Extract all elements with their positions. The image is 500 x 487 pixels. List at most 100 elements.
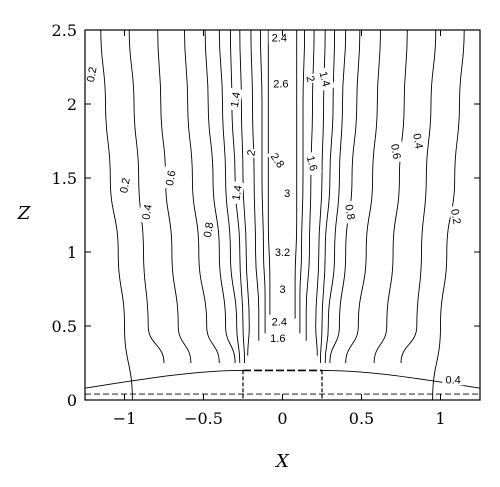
contour-label-text: 1.4 — [229, 91, 243, 108]
y-tick-label: 2.5 — [52, 21, 77, 40]
contour-label-text: 2 — [303, 75, 316, 84]
contour-label: 1.6 — [303, 151, 323, 176]
contour-line-0.2-right — [432, 29, 465, 401]
contour-line-1.4-right — [319, 29, 336, 364]
y-tick-label: 2 — [67, 95, 77, 114]
contour-line-0.2-left — [100, 29, 133, 401]
contour-line-2.4-left — [259, 29, 266, 334]
contour-line-2-right — [305, 29, 315, 341]
contour-label-text: 2 — [245, 149, 258, 157]
x-tick-label: −0.5 — [184, 409, 223, 428]
contour-label: 3 — [282, 185, 292, 200]
contour-label-text: 1.4 — [230, 184, 244, 201]
contour-label-bg — [137, 200, 155, 224]
y-axis-title: Z — [17, 203, 31, 224]
contour-label-bg — [115, 173, 133, 198]
contour-line-1.6-right — [315, 29, 326, 356]
contour-label: 0.2 — [448, 204, 466, 229]
contour-label: 0.8 — [342, 200, 360, 224]
contour-label-text: 0.6 — [388, 143, 402, 160]
contour-label-bg — [271, 245, 294, 258]
contour-label: 1.4 — [316, 66, 335, 91]
contour-label: 0.2 — [82, 62, 100, 87]
contour-label-text: 2.4 — [272, 317, 287, 329]
contour-label-bg — [226, 87, 243, 112]
contour-label-bg — [243, 147, 258, 159]
contour-line-0.4-right — [400, 29, 437, 364]
contour-label-bg — [270, 76, 292, 90]
y-tick-label: 1.5 — [52, 169, 77, 188]
contour-label-bg — [448, 204, 466, 229]
contour-label-bg — [304, 72, 319, 85]
contour-label: 2 — [243, 147, 258, 159]
contour-label-text: 3 — [279, 284, 285, 296]
contour-line-0.6-right — [373, 29, 408, 364]
contour-label-bg — [282, 185, 292, 199]
contour-label-text: 1.6 — [304, 155, 320, 173]
contour-label-bg — [442, 372, 464, 386]
contour-label: 2.8 — [266, 147, 290, 173]
contour-line-0.6-left — [157, 29, 192, 364]
contour-line-2.8-left — [267, 30, 271, 319]
contour-label-text: 0.2 — [118, 177, 132, 194]
contour-line-2-left — [250, 29, 260, 341]
contour-label-text: 0.4 — [445, 374, 460, 386]
contour-label-text: 0.4 — [410, 133, 424, 150]
contour-line-1.2-left — [218, 29, 241, 364]
contour-line-1-left — [204, 29, 236, 364]
contour-labels: 0.20.20.40.60.81.41.422.42.62.833.232.41… — [82, 30, 466, 386]
contour-label-bg — [388, 139, 406, 164]
x-tick-label: −1 — [113, 409, 137, 428]
contour-label: 1.4 — [226, 87, 243, 112]
y-axis-ticks: 0 0.5 1 1.5 2 2.5 — [52, 21, 480, 410]
contour-line-2.8-right — [294, 30, 298, 319]
contour-line-2.4-right — [299, 29, 306, 334]
contour-label-bg — [316, 66, 335, 91]
x-tick-label: 1 — [435, 409, 445, 428]
contour-label: 0.2 — [115, 173, 133, 198]
contour-label: 2.4 — [268, 30, 291, 44]
contour-label-text: 0.8 — [202, 221, 216, 238]
contour-label-bg — [267, 330, 289, 344]
contour-label: 2.6 — [270, 76, 292, 90]
contour-label-text: 0.2 — [85, 66, 99, 83]
x-tick-label: 0.5 — [349, 409, 374, 428]
contour-label: 2.4 — [268, 314, 291, 329]
contour-line-ground-right — [321, 369, 481, 389]
contour-label-bg — [199, 217, 216, 242]
x-tick-label: 0 — [277, 409, 287, 428]
contour-label-bg — [266, 147, 290, 173]
contour-label: 0.8 — [199, 217, 216, 242]
contour-label: 1.4 — [227, 180, 245, 205]
contour-label-bg — [342, 200, 360, 224]
contour-label: 0.6 — [161, 166, 179, 190]
contour-label-bg — [161, 166, 179, 190]
contour-line-ground-left — [84, 369, 244, 389]
nozzle-marker — [242, 369, 323, 400]
contour-label-text: 2.4 — [272, 32, 287, 44]
contour-label-text: 2.6 — [273, 78, 288, 90]
contour-label: 0.6 — [388, 139, 406, 164]
contour-label-text: 3 — [284, 188, 290, 200]
contour-label-bg — [303, 151, 323, 176]
contour-label: 0.4 — [410, 129, 428, 153]
contour-label-bg — [268, 314, 291, 328]
contour-label-bg — [82, 62, 100, 87]
contour-label-text: 1.6 — [270, 333, 285, 345]
y-tick-label: 0.5 — [52, 317, 77, 336]
contour-label-text: 1.4 — [316, 70, 332, 88]
contour-line-0.8-left — [184, 29, 220, 364]
contour-line-1.2-right — [324, 29, 347, 364]
contour-line-0.8-right — [345, 29, 381, 364]
contour-label: 3.2 — [271, 245, 294, 259]
contour-label-bg — [410, 129, 428, 153]
contour-label-text: 3.2 — [275, 247, 290, 259]
contour-label: 0.4 — [137, 200, 155, 224]
x-axis-ticks: −1 −0.5 0 0.5 1 — [113, 30, 446, 428]
contour-line-0.4-left — [128, 29, 165, 364]
y-tick-label: 1 — [67, 243, 77, 262]
contour-label: 1.6 — [267, 330, 289, 345]
contour-label-bg — [268, 30, 291, 44]
contour-label: 0.4 — [442, 372, 464, 386]
